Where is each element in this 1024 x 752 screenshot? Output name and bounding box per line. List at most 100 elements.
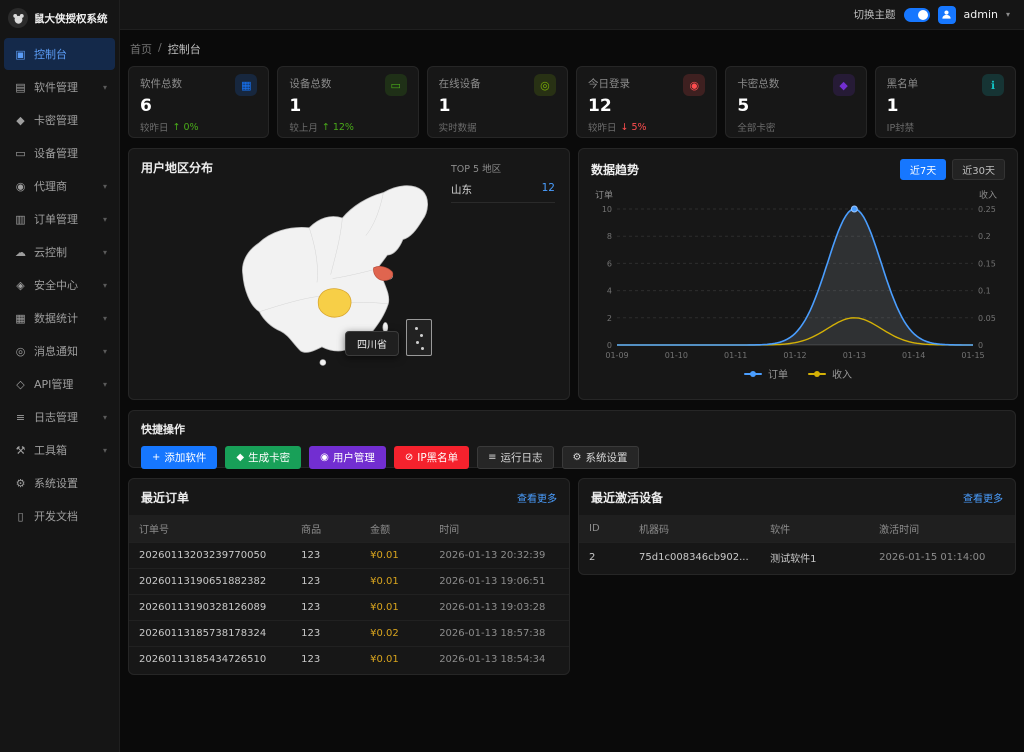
svg-text:0.05: 0.05 (978, 314, 996, 323)
sidebar-item-9[interactable]: ◎ 消息通知 ▾ (4, 335, 115, 367)
sidebar-item-label: 数据统计 (34, 312, 78, 325)
sidebar-item-5[interactable]: ▥ 订单管理 ▾ (4, 203, 115, 235)
quick-btn-4[interactable]: ≡ 运行日志 (477, 446, 554, 469)
theme-toggle-label: 切换主题 (853, 9, 896, 21)
table-cell: 20260113190328126089 (129, 594, 292, 621)
sidebar-item-label: API管理 (34, 378, 74, 391)
mid-row: 用户地区分布 TOP 5 地区 山东 12 (128, 148, 1018, 400)
app-title: 鼠大侠授权系统 (34, 12, 108, 25)
sidebar-item-4[interactable]: ◉ 代理商 ▾ (4, 170, 115, 202)
quick-btn-3[interactable]: ⊘ IP黑名单 (393, 446, 470, 469)
table-cell: 20260113190651882382 (129, 568, 292, 595)
svg-text:0: 0 (607, 341, 612, 350)
sidebar-item-8[interactable]: ▦ 数据统计 ▾ (4, 302, 115, 334)
orders-tbody: 20260113203239770050 123 ¥0.01 2026-01-13 2… (129, 542, 569, 672)
sidebar-item-12[interactable]: ⚒ 工具箱 ▾ (4, 434, 115, 466)
breadcrumb-home[interactable]: 首页 (130, 43, 152, 56)
stat-value: 6 (140, 96, 152, 116)
devices-header-row: ID 机器码 软件 激活时间 (579, 515, 1015, 543)
table-row: 20260113190328126089 123 ¥0.01 2026-01-13 1… (129, 594, 569, 621)
devices-more-link[interactable]: 查看更多 (963, 494, 1003, 505)
sidebar-item-label: 云控制 (34, 246, 67, 259)
table-cell: 123 (291, 568, 361, 595)
south-china-sea-inset (406, 319, 432, 356)
quick-btn-label: 添加软件 (164, 452, 207, 464)
docs-icon: ▯ (17, 509, 24, 523)
chevron-down-icon: ▾ (102, 280, 107, 290)
sidebar-item-7[interactable]: ◈ 安全中心 ▾ (4, 269, 115, 301)
chevron-down-icon: ▾ (102, 313, 107, 323)
username[interactable]: admin (963, 8, 998, 21)
col-machine-code: 机器码 (629, 515, 761, 543)
dashboard-icon: ▣ (15, 47, 26, 61)
sidebar-item-14[interactable]: ▯ 开发文档 (4, 500, 115, 532)
notice-icon: ◎ (15, 344, 26, 358)
sidebar-item-label: 安全中心 (34, 279, 78, 292)
table-row: 20260113203239770050 123 ¥0.01 2026-01-13 2… (129, 542, 569, 569)
agent-icon: ◉ (15, 179, 26, 193)
ban-icon: ⊘ (404, 452, 414, 463)
table-cell: 123 (291, 542, 361, 569)
sidebar-item-label: 代理商 (34, 180, 67, 193)
trend-up-arrow: ↑ 0% (172, 121, 199, 133)
sidebar-item-11[interactable]: ≡ 日志管理 ▾ (4, 401, 115, 433)
orders-table: 订单号 商品 金额 时间 20260113203239770050 123 ¥0.0… (129, 515, 569, 672)
region-name: 山东 (451, 184, 472, 196)
svg-text:0.15: 0.15 (978, 259, 996, 268)
legend-item[interactable]: 收入 (808, 366, 852, 381)
legend-label: 订单 (768, 370, 788, 381)
plus-icon: + (152, 452, 161, 463)
chevron-down-icon: ▾ (102, 82, 107, 92)
sidebar-item-10[interactable]: ◇ API管理 ▾ (4, 368, 115, 400)
svg-text:2: 2 (607, 314, 612, 323)
toolbox-icon: ⚒ (15, 443, 26, 457)
cloud-icon: ☁ (15, 245, 26, 259)
svg-text:01-11: 01-11 (724, 351, 747, 360)
sidebar-item-3[interactable]: ▭ 设备管理 (4, 137, 115, 169)
sidebar-item-0[interactable]: ▣ 控制台 (4, 38, 115, 70)
chevron-down-icon: ▾ (102, 379, 107, 389)
sidebar-item-6[interactable]: ☁ 云控制 ▾ (4, 236, 115, 268)
quick-btn-1[interactable]: ◆ 生成卡密 (225, 446, 302, 469)
region-panel-title: 用户地区分布 (141, 161, 214, 175)
stat-card-1: 设备总数 ▭ 1 较上月 ↑ 12% (277, 66, 419, 138)
online-icon: ◎ (533, 74, 556, 96)
chevron-down-icon: ▾ (102, 346, 107, 356)
quick-btn-label: 运行日志 (500, 452, 543, 464)
sidebar-item-label: 系统设置 (34, 477, 78, 490)
user-icon: ◉ (320, 452, 329, 463)
stat-card-3: 今日登录 ◉ 12 较昨日 ↓ 5% (575, 66, 718, 138)
table-cell: 75d1c008346cb902... (629, 542, 761, 572)
key-icon: ◆ (16, 113, 25, 127)
sidebar-menu: ▣ 控制台 ▤ 软件管理 ▾ ◆ 卡密管理 ▭ 设备管理 ◉ 代理商 ▾ ▥ 订单管理 ▾ ☁ 云控制 ▾ ◈ 安全中… (0, 38, 119, 532)
table-cell: ¥0.01 (360, 594, 430, 621)
app-logo: 鼠大侠授权系统 (0, 0, 119, 36)
sidebar-item-1[interactable]: ▤ 软件管理 ▾ (4, 71, 115, 103)
table-cell: ¥0.01 (360, 646, 430, 672)
stat-sub: 实时数据 (438, 123, 477, 135)
software-icon: ▤ (15, 80, 26, 94)
range-button-1[interactable]: 近30天 (952, 159, 1005, 180)
sidebar-item-13[interactable]: ⚙ 系统设置 (4, 467, 115, 499)
stats-row: 软件总数 ▦ 6 较昨日 ↑ 0% 设备总数 ▭ 1 较上月 ↑ 12% 在线设备 ◎ 1 实时数据 今日登… (128, 66, 1016, 138)
gear-icon: ⚙ (572, 452, 582, 463)
range-buttons: 近7天 近30天 (899, 159, 1005, 180)
svg-text:01-14: 01-14 (902, 351, 925, 360)
user-avatar-icon[interactable] (937, 5, 956, 24)
sidebar-item-2[interactable]: ◆ 卡密管理 (4, 104, 115, 136)
range-button-0[interactable]: 近7天 (899, 159, 947, 180)
breadcrumb: 首页 / 控制台 (128, 38, 1016, 66)
svg-text:10: 10 (602, 205, 612, 214)
col-time: 时间 (429, 515, 569, 543)
quick-btn-2[interactable]: ◉ 用户管理 (309, 446, 386, 469)
user-icon: ◉ (683, 74, 706, 96)
quick-btn-0[interactable]: + 添加软件 (141, 446, 218, 469)
region-panel: 用户地区分布 TOP 5 地区 山东 12 (128, 148, 570, 400)
stat-sub: 全部卡密 (737, 123, 776, 135)
quick-btn-5[interactable]: ⚙ 系统设置 (561, 446, 639, 469)
orders-more-link[interactable]: 查看更多 (517, 494, 557, 505)
svg-text:0.25: 0.25 (978, 205, 996, 214)
theme-toggle[interactable] (903, 7, 930, 22)
legend-item[interactable]: 订单 (744, 366, 788, 381)
table-cell: 2026-01-15 01:14:00 (869, 542, 1015, 572)
